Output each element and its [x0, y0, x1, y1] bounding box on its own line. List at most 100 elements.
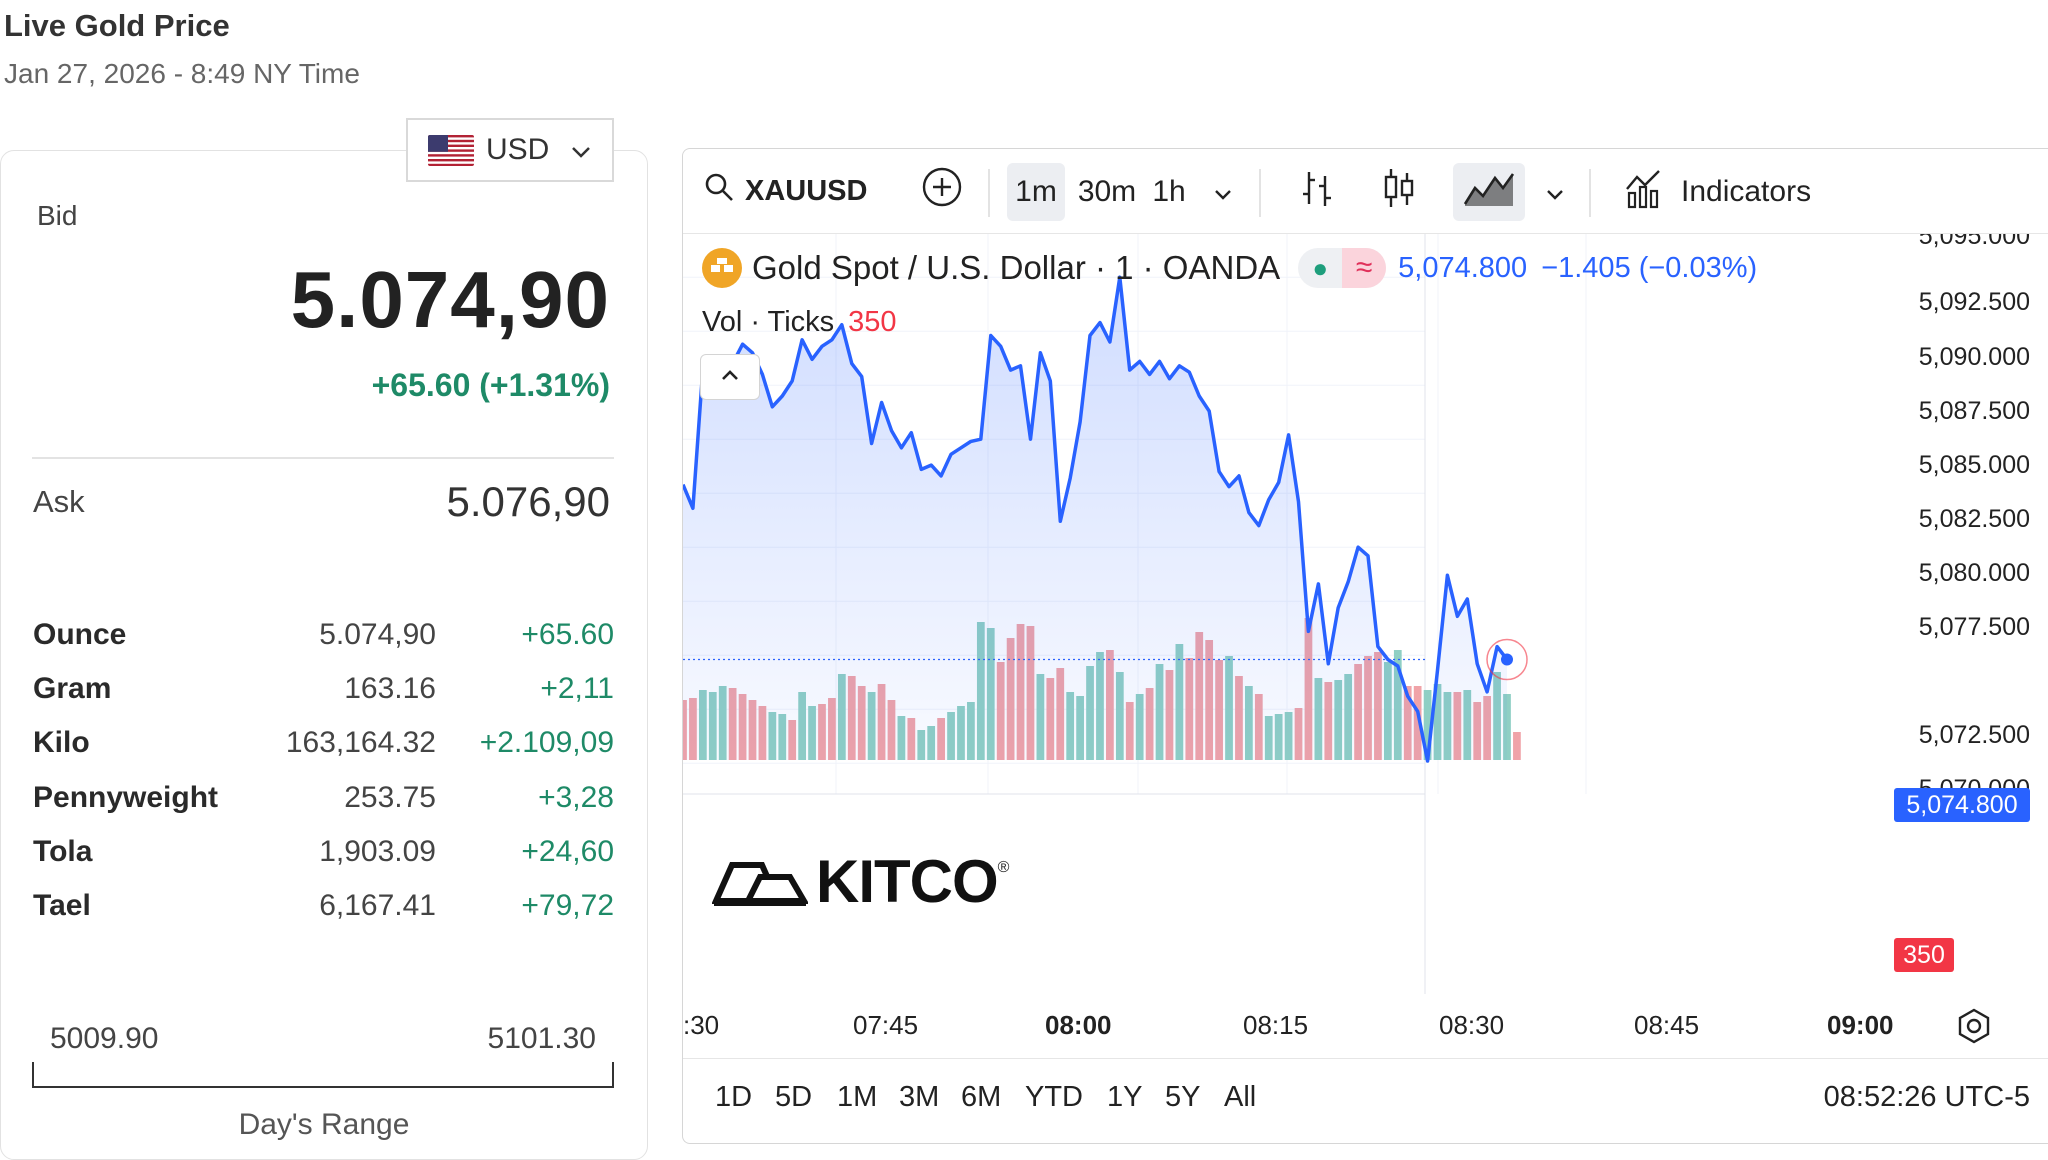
unit-name: Kilo [33, 726, 90, 759]
y-tick-label: 5,072.500 [1918, 721, 2030, 749]
interval-1h[interactable]: 1h [1152, 175, 1186, 208]
interval-1m[interactable]: 1m [1007, 163, 1065, 221]
y-tick-label: 5,090.000 [1918, 343, 2030, 371]
candlestick-icon [1381, 167, 1417, 217]
chevron-down-icon [1545, 175, 1565, 209]
ohlc-bars-icon [1299, 168, 1335, 216]
range-1d-button[interactable]: 1D [715, 1081, 753, 1113]
unit-price: 253.75 [344, 781, 436, 814]
indicators-icon [1623, 167, 1665, 217]
indicators-button[interactable]: Indicators [1623, 163, 1811, 221]
toolbar-separator [1259, 169, 1261, 217]
y-tick-label: 5,080.000 [1918, 559, 2030, 587]
kitco-wordmark: KITCO [816, 847, 999, 915]
last-point-pulse [1486, 638, 1528, 681]
bars-chart-button[interactable] [1293, 163, 1341, 221]
y-tick-label: 5,085.000 [1918, 451, 2030, 479]
ask-label: Ask [33, 484, 85, 519]
range-all-button[interactable]: All [1224, 1081, 1257, 1113]
registered-mark: ® [997, 859, 1010, 876]
x-tick-label: 09:00 [1827, 1010, 1894, 1040]
y-tick-label: 5,087.500 [1918, 397, 2030, 425]
chart-canvas[interactable]: 5,095.000 5,092.500 5,090.000 5,087.500 … [683, 234, 2048, 994]
range-label: Day's Range [238, 1108, 410, 1141]
price-chart[interactable] [683, 234, 2048, 994]
indicators-label: Indicators [1681, 175, 1812, 208]
unit-row: Ounce 5.074,90 +65.60 [0, 618, 648, 658]
range-5y-button[interactable]: 5Y [1165, 1081, 1201, 1113]
price-area-fill [683, 277, 1507, 761]
collapse-legend-button[interactable] [700, 354, 760, 400]
unit-name: Tael [33, 889, 91, 922]
unit-change: +2.109,09 [479, 726, 614, 759]
market-open-icon: ● [1312, 253, 1329, 283]
price-line [683, 275, 1509, 763]
range-ytd-button[interactable]: YTD [1025, 1081, 1083, 1113]
range-1m-button[interactable]: 1M [837, 1081, 878, 1113]
unit-row: Gram 163.16 +2,11 [0, 672, 648, 712]
x-tick-label: 07:45 [853, 1010, 919, 1040]
volume-legend-value: 350 [848, 306, 897, 338]
chart-clock: 08:52:26 UTC-5 [1823, 1081, 2030, 1113]
range-1y-button[interactable]: 1Y [1107, 1081, 1143, 1113]
us-flag-icon [428, 134, 474, 166]
bid-label: Bid [37, 200, 78, 231]
chevron-down-icon [571, 133, 591, 167]
plus-circle-icon [921, 166, 963, 216]
divider [32, 457, 614, 459]
status-pill[interactable]: ● ≈ [1298, 248, 1387, 288]
x-tick-label: 08:00 [1045, 1010, 1112, 1040]
bid-value: 5.074,90 [290, 255, 610, 344]
range-3m-button[interactable]: 3M [899, 1081, 940, 1113]
unit-change: +24,60 [521, 835, 614, 868]
add-symbol-button[interactable] [919, 167, 965, 215]
chevron-down-icon [1213, 175, 1233, 209]
legend-title: Gold Spot / U.S. Dollar · 1 · OANDA [752, 249, 1281, 286]
symbol-search-button[interactable]: XAUUSD [703, 167, 867, 215]
interval-dropdown[interactable] [1203, 163, 1243, 221]
area-chart-button[interactable] [1453, 163, 1525, 221]
legend-last-price: 5,074.800 [1398, 251, 1528, 284]
unit-row: Tael 6,167.41 +79,72 [0, 889, 648, 929]
gold-coin-icon [702, 248, 742, 288]
candles-chart-button[interactable] [1375, 163, 1423, 221]
x-tick-label: 08:30 [1439, 1010, 1505, 1040]
legend-change-pct: (−0.03%) [1638, 251, 1758, 284]
gear-icon [1954, 1008, 1994, 1050]
unit-name: Pennyweight [33, 781, 219, 814]
unit-change: +79,72 [521, 889, 614, 922]
volume-bar [1423, 690, 1432, 760]
chevron-up-icon [720, 368, 740, 387]
page-title: Live Gold Price [4, 8, 230, 43]
unit-change: +2,11 [540, 672, 614, 705]
area-chart-icon [1463, 168, 1515, 216]
legend-change: −1.405 [1541, 251, 1631, 284]
range-selector: 1D 5D 1M 3M 6M YTD 1Y 5Y All 08:52:26 UT… [683, 1058, 2048, 1143]
unit-price: 6,167.41 [319, 889, 436, 922]
currency-select[interactable]: USD [406, 118, 614, 182]
unit-change: +65.60 [521, 618, 614, 651]
current-volume-tag: 350 [1894, 938, 1954, 972]
y-tick-label: 5,082.500 [1918, 505, 2030, 533]
unit-name: Tola [33, 835, 93, 868]
chart-legend: Gold Spot / U.S. Dollar · 1 · OANDA ● ≈ … [702, 248, 1757, 288]
range-6m-button[interactable]: 6M [961, 1081, 1002, 1113]
kitco-bars-icon [712, 862, 808, 906]
currency-label: USD [486, 133, 550, 166]
unit-row: Tola 1,903.09 +24,60 [0, 835, 648, 875]
unit-price: 163.16 [344, 672, 436, 705]
chart-settings-button[interactable] [1954, 1006, 1994, 1046]
unit-name: Gram [33, 672, 112, 705]
last-point-marker [1501, 653, 1513, 666]
chart-type-dropdown[interactable] [1535, 163, 1575, 221]
unit-price: 163,164.32 [285, 726, 436, 759]
search-icon [703, 171, 735, 211]
interval-30m[interactable]: 30m [1077, 175, 1137, 208]
ask-value: 5.076,90 [446, 478, 611, 525]
y-tick-label: 5,077.500 [1918, 613, 2030, 641]
range-5d-button[interactable]: 5D [775, 1081, 813, 1113]
unit-price: 5.074,90 [319, 618, 436, 651]
unit-row: Pennyweight 253.75 +3,28 [0, 781, 648, 821]
x-tick-label: 08:45 [1634, 1010, 1700, 1040]
toolbar-separator [1589, 169, 1591, 217]
